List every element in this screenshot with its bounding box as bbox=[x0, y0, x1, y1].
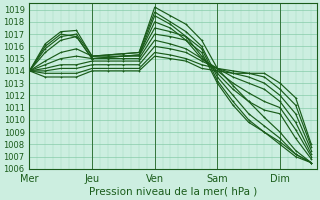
X-axis label: Pression niveau de la mer( hPa ): Pression niveau de la mer( hPa ) bbox=[89, 187, 257, 197]
